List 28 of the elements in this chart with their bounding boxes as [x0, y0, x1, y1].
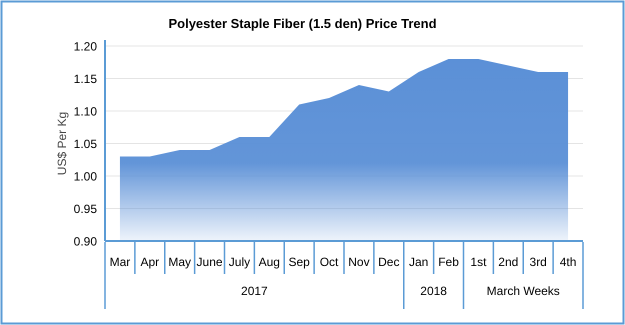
- text: March Weeks: [486, 284, 560, 298]
- x-tick-label: Mar: [110, 255, 130, 269]
- y-tick-label: 1.20: [74, 40, 98, 54]
- y-tick-label: 1.00: [74, 170, 98, 184]
- y-tick-label: 1.10: [74, 104, 98, 118]
- x-tick-label: Apr: [140, 255, 160, 269]
- x-tick-label: July: [228, 255, 250, 269]
- x-tick-label: 3rd: [530, 255, 547, 269]
- y-axis-title: US$ Per Kg: [55, 112, 69, 176]
- x-tick-label: Sep: [288, 255, 310, 269]
- y-tick-label: 1.15: [74, 72, 98, 86]
- text: 2017: [241, 284, 268, 298]
- text: 2018: [420, 284, 448, 298]
- y-tick-label: 0.95: [74, 202, 98, 216]
- x-tick-label: 2nd: [498, 255, 518, 269]
- x-tick-label: Oct: [320, 255, 340, 269]
- x-tick-label: Dec: [378, 255, 400, 269]
- x-tick-label: 1st: [470, 255, 488, 269]
- x-tick-label: 4th: [560, 255, 576, 269]
- x-tick-label: Feb: [438, 255, 460, 269]
- y-tick-label: 1.05: [74, 137, 98, 151]
- x-tick-label: June: [196, 255, 223, 269]
- y-tick-label: 0.90: [74, 234, 98, 248]
- x-tick-label: May: [168, 255, 192, 269]
- chart-title: Polyester Staple Fiber (1.5 den) Price Trend: [168, 16, 437, 31]
- x-tick-label: Nov: [348, 255, 370, 269]
- x-tick-label: Jan: [409, 255, 428, 269]
- x-tick-label: Aug: [258, 255, 280, 269]
